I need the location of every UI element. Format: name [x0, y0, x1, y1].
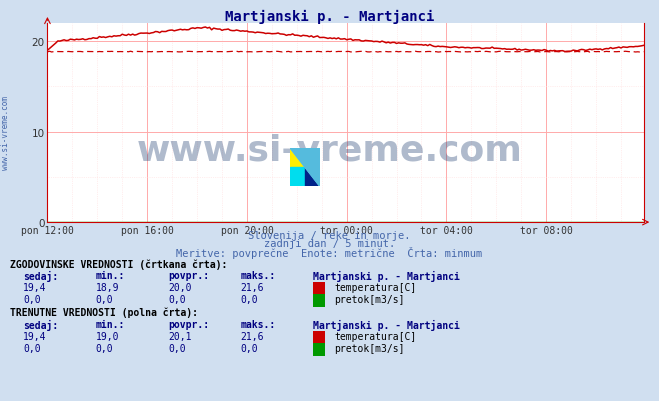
- Polygon shape: [290, 148, 320, 186]
- Text: 0,0: 0,0: [241, 343, 258, 353]
- Text: povpr.:: povpr.:: [168, 319, 209, 329]
- Text: ZGODOVINSKE VREDNOSTI (črtkana črta):: ZGODOVINSKE VREDNOSTI (črtkana črta):: [10, 259, 227, 269]
- Text: 0,0: 0,0: [96, 295, 113, 305]
- Text: 0,0: 0,0: [96, 343, 113, 353]
- Text: 21,6: 21,6: [241, 283, 264, 293]
- Polygon shape: [290, 148, 320, 186]
- Text: temperatura[C]: temperatura[C]: [334, 331, 416, 341]
- Text: 0,0: 0,0: [23, 295, 41, 305]
- Text: Martjanski p. - Martjanci: Martjanski p. - Martjanci: [225, 10, 434, 24]
- Text: povpr.:: povpr.:: [168, 271, 209, 281]
- Text: pretok[m3/s]: pretok[m3/s]: [334, 343, 405, 353]
- Text: 19,4: 19,4: [23, 331, 47, 341]
- Text: sedaj:: sedaj:: [23, 319, 58, 330]
- Bar: [304, 148, 320, 168]
- Text: www.si-vreme.com: www.si-vreme.com: [1, 95, 10, 169]
- Bar: [290, 148, 304, 168]
- Text: 0,0: 0,0: [168, 295, 186, 305]
- Text: zadnji dan / 5 minut.: zadnji dan / 5 minut.: [264, 239, 395, 249]
- Text: Slovenija / reke in morje.: Slovenija / reke in morje.: [248, 231, 411, 241]
- Text: Martjanski p. - Martjanci: Martjanski p. - Martjanci: [313, 319, 460, 330]
- Text: 21,6: 21,6: [241, 331, 264, 341]
- Text: temperatura[C]: temperatura[C]: [334, 283, 416, 293]
- Text: TRENUTNE VREDNOSTI (polna črta):: TRENUTNE VREDNOSTI (polna črta):: [10, 307, 198, 317]
- Text: 19,0: 19,0: [96, 331, 119, 341]
- Text: 0,0: 0,0: [23, 343, 41, 353]
- Text: Meritve: povprečne  Enote: metrične  Črta: minmum: Meritve: povprečne Enote: metrične Črta:…: [177, 247, 482, 259]
- Text: 19,4: 19,4: [23, 283, 47, 293]
- Bar: [304, 168, 320, 186]
- Text: min.:: min.:: [96, 271, 125, 281]
- Text: Martjanski p. - Martjanci: Martjanski p. - Martjanci: [313, 271, 460, 282]
- Bar: [290, 168, 304, 186]
- Text: sedaj:: sedaj:: [23, 271, 58, 282]
- Text: maks.:: maks.:: [241, 319, 275, 329]
- Text: 20,0: 20,0: [168, 283, 192, 293]
- Text: 0,0: 0,0: [241, 295, 258, 305]
- Text: 18,9: 18,9: [96, 283, 119, 293]
- Text: www.si-vreme.com: www.si-vreme.com: [136, 134, 523, 167]
- Text: maks.:: maks.:: [241, 271, 275, 281]
- Text: 20,1: 20,1: [168, 331, 192, 341]
- Text: min.:: min.:: [96, 319, 125, 329]
- Text: 0,0: 0,0: [168, 343, 186, 353]
- Text: pretok[m3/s]: pretok[m3/s]: [334, 295, 405, 305]
